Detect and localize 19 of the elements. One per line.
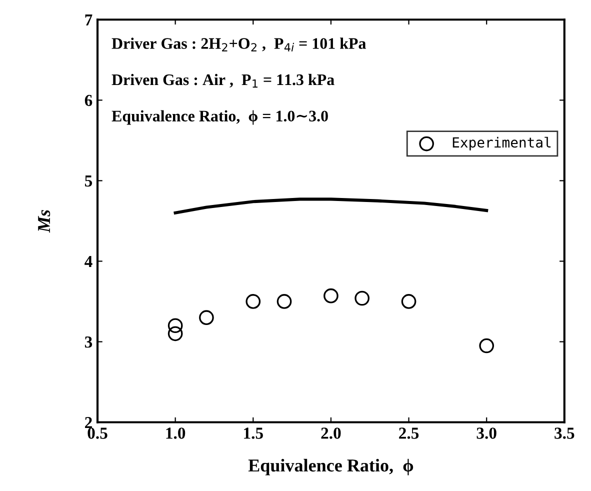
y-axis-title: Ms	[38, 210, 50, 233]
x-tick-label: 3.0	[476, 428, 496, 439]
annotation: Driver Gas : 2H$_{2}$+O$_{2}$ , P$_{4i}$ = 101 kPa	[112, 38, 366, 52]
y-tick-label: 4	[84, 256, 92, 267]
y-tick-label: 7	[85, 14, 92, 26]
y-tick-label: 5	[84, 176, 92, 187]
y-tick-label: 6	[84, 94, 92, 106]
x-tick-label: 2.5	[399, 428, 419, 439]
x-tick-label: 0.5	[88, 428, 108, 439]
x-axis-title: Equivalence Ratio, ϕ	[248, 458, 414, 476]
y-tick-label: 2	[85, 417, 92, 428]
legend-label: Experimental	[452, 136, 551, 150]
x-tick-label: 1.5	[244, 428, 263, 439]
y-tick-label: 3	[84, 336, 92, 348]
x-tick-label: 3.5	[554, 428, 574, 439]
x-tick-label: 1.0	[166, 428, 186, 439]
annotation: Equivalence Ratio, ϕ = 1.0∼3.0	[112, 110, 328, 125]
x-tick-label: 2.0	[321, 428, 341, 439]
annotation: Driven Gas : Air , P$_{1}$ = 11.3 kPa	[112, 74, 334, 88]
